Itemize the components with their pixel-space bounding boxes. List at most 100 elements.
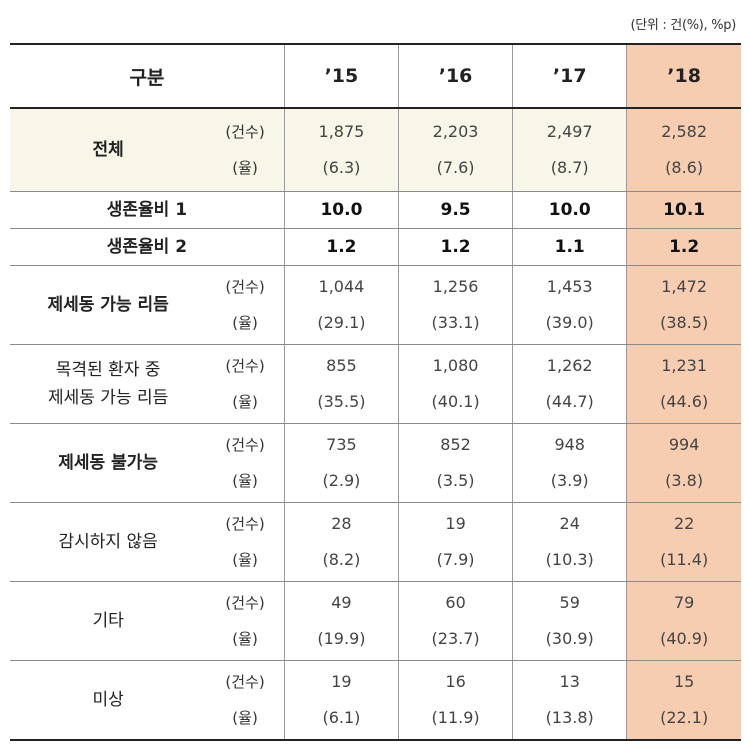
value-cell: 10.1 [626, 191, 741, 229]
sub-label-rate: (율) [232, 314, 258, 332]
value-text: 1.2 [440, 237, 471, 257]
count-value: 2,582 [661, 122, 708, 141]
rate-value: (7.6) [436, 158, 475, 177]
statistics-table: 구분 ’15 ’16 ’17 ’18 전체 (건수) (율) 1,875 (6.3) 2,… [10, 43, 741, 741]
sub-label-count: (건수) [225, 515, 265, 533]
header-year-2018: ’18 [626, 43, 741, 109]
count-value: 28 [331, 514, 352, 533]
count-value: 79 [673, 593, 695, 612]
value-cell: 1.2 [397, 228, 513, 266]
count-value: 24 [559, 514, 580, 533]
sub-label-cell: (건수) (율) [206, 265, 285, 345]
count-value: 948 [554, 435, 585, 454]
rate-value: (2.9) [322, 471, 361, 490]
sub-label-cell: (건수) (율) [206, 581, 285, 661]
unit-note: (단위 : 건(%), %p) [630, 18, 736, 33]
rate-value: (40.1) [431, 392, 480, 411]
sub-label-rate: (율) [232, 709, 258, 727]
value-text: 10.1 [663, 200, 706, 220]
table-body: 전체 (건수) (율) 1,875 (6.3) 2,203 (7.6) 2,497 (8.7) 2… [10, 108, 741, 741]
value-cell: 994 (3.8) [626, 423, 741, 503]
rate-value: (8.6) [665, 158, 704, 177]
rate-value: (8.2) [322, 550, 361, 569]
sub-label-count: (건수) [225, 357, 265, 375]
count-value: 22 [673, 514, 695, 533]
sub-label-cell: (건수) (율) [206, 108, 285, 192]
value-cell: 2,582 (8.6) [626, 108, 741, 192]
count-value: 1,472 [661, 277, 708, 296]
row-label: 제세동 가능 리듬 [10, 265, 207, 345]
value-text: 1.1 [554, 237, 585, 257]
value-cell: 15 (22.1) [626, 660, 741, 741]
row-label-text: 전체 [92, 140, 124, 160]
rate-value: (6.1) [322, 708, 361, 727]
value-cell: 10.0 [283, 191, 399, 229]
count-value: 2,203 [432, 122, 479, 141]
rate-value: (40.9) [660, 629, 709, 648]
count-value: 855 [326, 356, 357, 375]
header-category: 구분 [10, 43, 285, 109]
count-value: 2,497 [546, 122, 593, 141]
count-value: 1,256 [432, 277, 479, 296]
row-label-text: 목격된 환자 중 [55, 360, 161, 380]
count-value: 1,080 [432, 356, 479, 375]
value-cell: 1,231 (44.6) [626, 344, 741, 424]
sub-label-count: (건수) [225, 594, 265, 612]
row-label-text: 기타 [92, 611, 124, 631]
value-cell: 19 (7.9) [397, 502, 513, 582]
count-value: 1,453 [546, 277, 593, 296]
count-value: 19 [445, 514, 466, 533]
value-cell: 1.1 [512, 228, 627, 266]
table-row: 기타 (건수) (율) 49 (19.9) 60 (23.7) 59 (30.9) 79 (40.9… [10, 581, 741, 661]
rate-value: (6.3) [322, 158, 361, 177]
rate-value: (7.9) [436, 550, 475, 569]
row-label: 생존율비 1 [10, 191, 285, 229]
row-label: 전체 [10, 108, 207, 192]
rate-value: (3.8) [665, 471, 704, 490]
rate-value: (39.0) [545, 313, 594, 332]
header-year-2015: ’15 [283, 43, 399, 109]
count-value: 60 [445, 593, 466, 612]
value-cell: 10.0 [512, 191, 627, 229]
rate-value: (44.6) [660, 392, 709, 411]
row-label-text: 제세동 가능 리듬 [47, 388, 169, 408]
table-row: 제세동 불가능 (건수) (율) 735 (2.9) 852 (3.5) 948 (3.9) 99… [10, 423, 741, 503]
value-cell: 2,203 (7.6) [397, 108, 513, 192]
value-cell: 1,453 (39.0) [512, 265, 627, 345]
row-label-text: 제세동 불가능 [58, 453, 159, 473]
rate-value: (30.9) [545, 629, 594, 648]
value-cell: 1,080 (40.1) [397, 344, 513, 424]
value-cell: 24 (10.3) [512, 502, 627, 582]
value-cell: 60 (23.7) [397, 581, 513, 661]
count-value: 19 [331, 672, 352, 691]
sub-label-cell: (건수) (율) [206, 660, 285, 741]
header-row: 구분 ’15 ’16 ’17 ’18 [10, 43, 741, 109]
value-text: 1.2 [669, 237, 700, 257]
count-value: 13 [559, 672, 580, 691]
rate-value: (3.5) [436, 471, 475, 490]
value-cell: 1,875 (6.3) [283, 108, 399, 192]
value-cell: 1,044 (29.1) [283, 265, 399, 345]
sub-label-count: (건수) [225, 436, 265, 454]
value-text: 1.2 [326, 237, 357, 257]
rate-value: (13.8) [545, 708, 594, 727]
value-cell: 16 (11.9) [397, 660, 513, 741]
count-value: 15 [673, 672, 695, 691]
row-label: 미상 [10, 660, 207, 741]
header-year-2016: ’16 [397, 43, 513, 109]
row-label-text: 감시하지 않음 [58, 532, 158, 552]
row-label: 제세동 불가능 [10, 423, 207, 503]
rate-value: (29.1) [317, 313, 366, 332]
sub-label-rate: (율) [232, 630, 258, 648]
sub-label-rate: (율) [232, 159, 258, 177]
value-text: 10.0 [320, 200, 363, 220]
count-value: 1,044 [318, 277, 365, 296]
row-label-text: 생존율비 2 [106, 237, 188, 257]
table-row: 감시하지 않음 (건수) (율) 28 (8.2) 19 (7.9) 24 (10.3) 22 (1… [10, 502, 741, 582]
value-cell: 1.2 [283, 228, 399, 266]
value-cell: 2,497 (8.7) [512, 108, 627, 192]
value-cell: 19 (6.1) [283, 660, 399, 741]
sub-label-count: (건수) [225, 278, 265, 296]
count-value: 994 [668, 435, 700, 454]
